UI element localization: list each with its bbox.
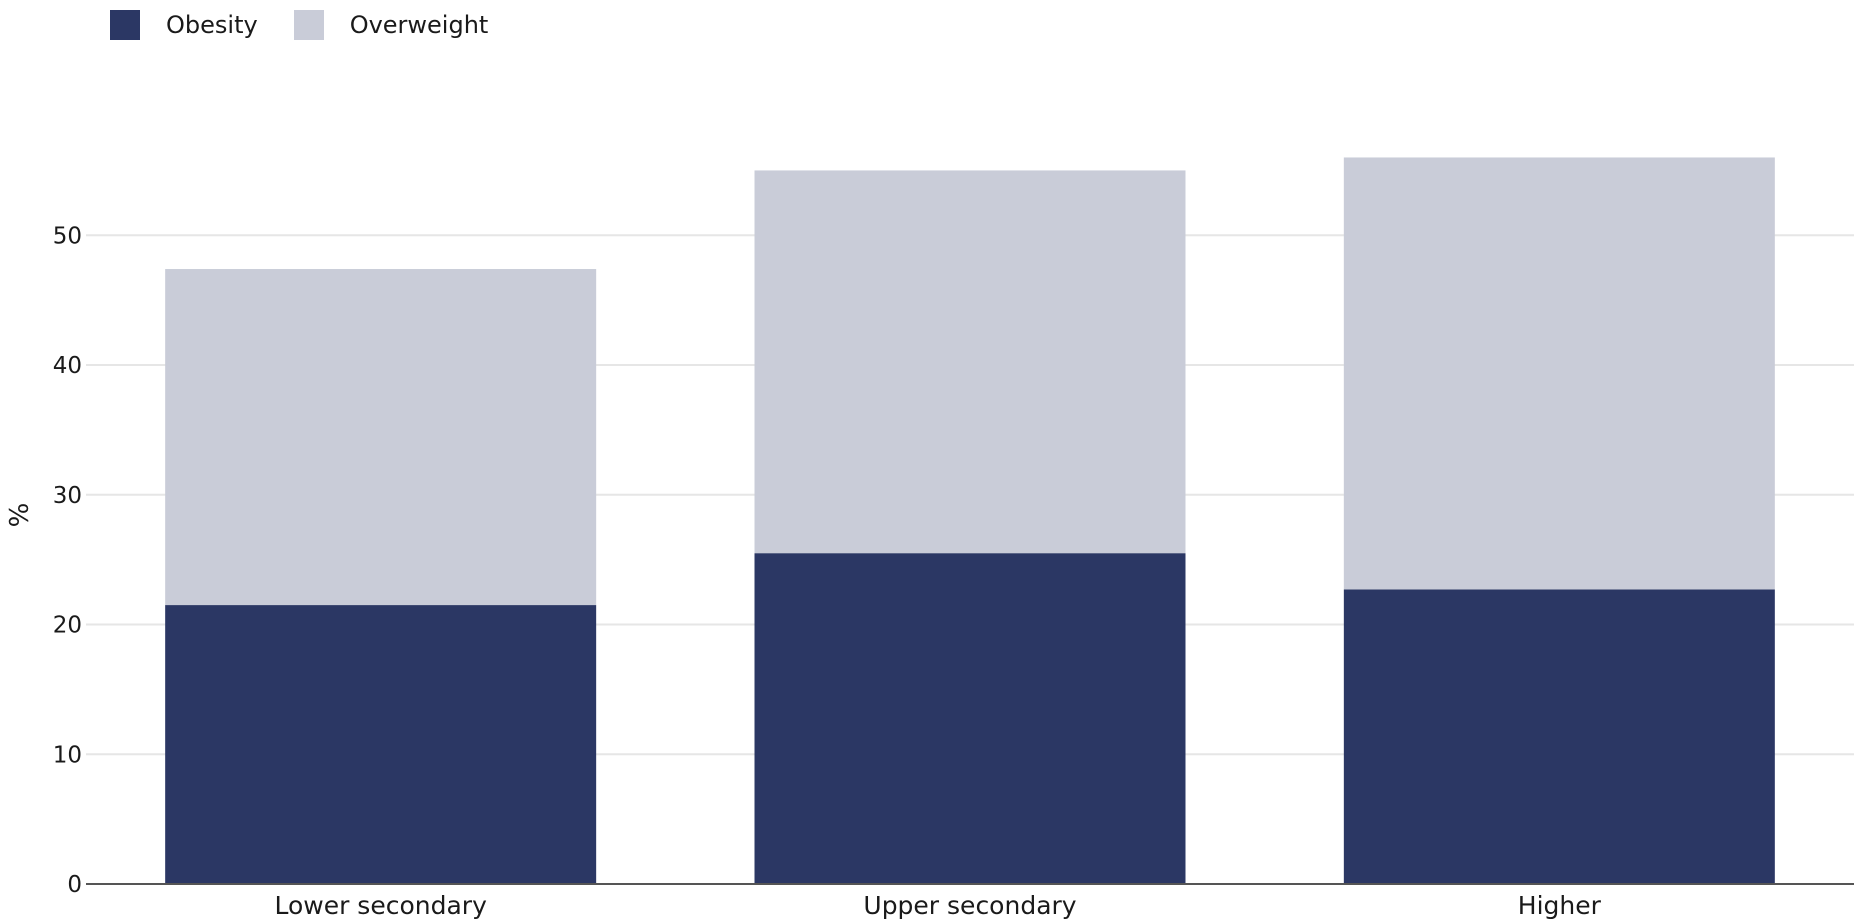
bar-obesity-higher[interactable] — [1343, 589, 1775, 884]
x-tick-label: Lower secondary — [274, 891, 487, 920]
legend-label-obesity: Obesity — [166, 11, 258, 39]
bar-overweight-upper-secondary[interactable] — [754, 170, 1186, 554]
y-tick-label: 30 — [53, 483, 82, 509]
bar-obesity-upper-secondary[interactable] — [754, 553, 1186, 884]
y-tick-label: 0 — [67, 872, 82, 898]
y-axis-label: % — [5, 503, 35, 528]
legend-item-overweight[interactable]: Overweight — [293, 10, 489, 40]
y-tick-label: 10 — [53, 742, 82, 768]
bar-overweight-higher[interactable] — [1343, 157, 1775, 590]
legend-item-obesity[interactable]: Obesity — [110, 10, 258, 40]
legend-swatch-overweight — [293, 10, 324, 40]
y-axis-ticks: 0 10 20 30 40 50 — [53, 223, 82, 898]
chart-legend: Obesity Overweight — [110, 10, 488, 40]
y-tick-label: 20 — [53, 613, 82, 639]
x-tick-label: Upper secondary — [863, 891, 1076, 920]
y-tick-label: 40 — [53, 353, 82, 379]
x-axis-labels: Lower secondary Upper secondary Higher — [274, 891, 1601, 920]
y-tick-label: 50 — [53, 223, 82, 249]
bar-overweight-lower-secondary[interactable] — [165, 269, 597, 606]
legend-label-overweight: Overweight — [349, 11, 489, 39]
bar-obesity-lower-secondary[interactable] — [165, 605, 597, 884]
legend-swatch-obesity — [110, 10, 140, 40]
x-tick-label: Higher — [1518, 891, 1602, 920]
bar-group — [165, 157, 1775, 884]
